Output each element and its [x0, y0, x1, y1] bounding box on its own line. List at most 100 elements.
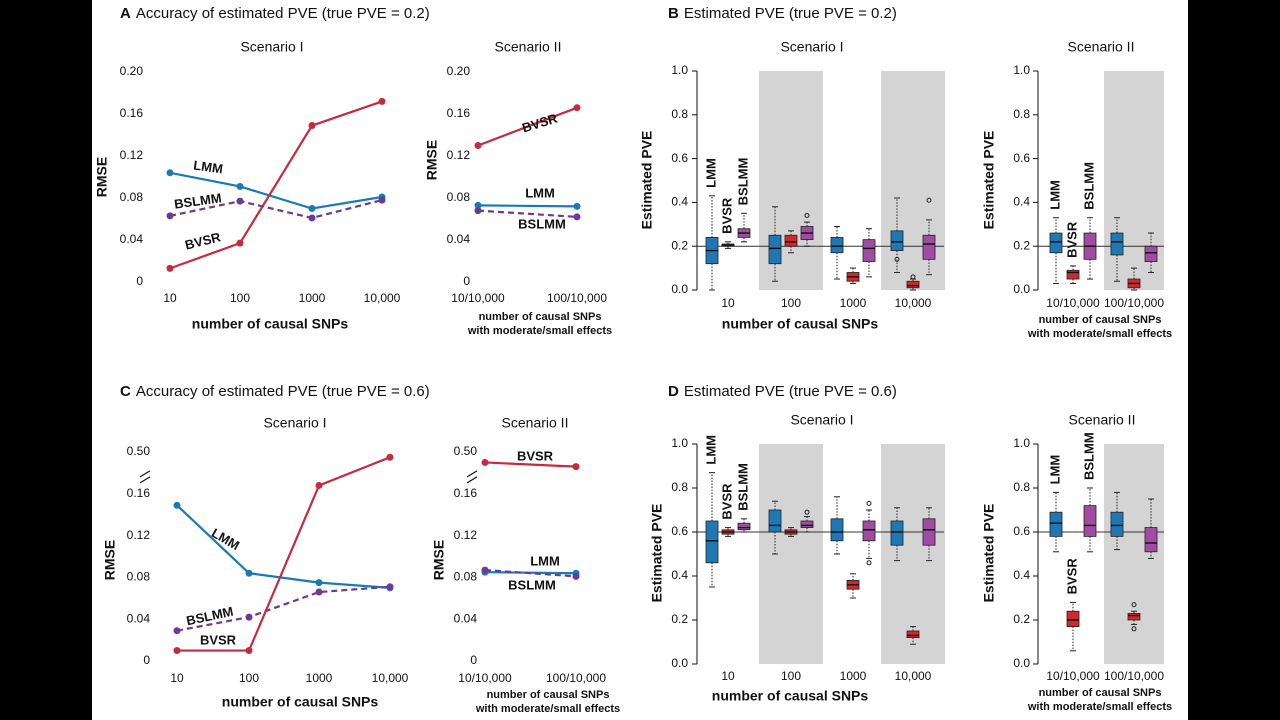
series-label: BSLMM: [173, 190, 222, 211]
series-line: [176, 504, 391, 589]
point: [573, 104, 581, 112]
y-axis-label: RMSE: [102, 540, 118, 580]
flier: [804, 213, 810, 219]
point: [173, 501, 181, 509]
x-axis-label: number of causal SNPs: [712, 688, 869, 704]
point: [173, 627, 181, 635]
x-tick-label: 100: [230, 291, 250, 305]
y-tick-label: 0.2: [671, 612, 688, 626]
box: [1144, 527, 1158, 553]
panel-title-text: Estimated PVE (true PVE = 0.2): [684, 5, 897, 22]
series-label: LMM: [192, 157, 223, 176]
y-axis-label: Estimated PVE: [981, 504, 997, 603]
shaded-band: [759, 71, 823, 290]
y-tick-label: 0: [463, 274, 470, 288]
flier: [894, 256, 900, 262]
y-tick-label: 0.04: [454, 611, 478, 625]
point: [245, 613, 253, 621]
x-tick-label: 10,000: [364, 291, 401, 305]
y-axis-label: Estimated PVE: [649, 504, 665, 603]
y-tick-label: 0.2: [1013, 612, 1030, 626]
series-line: [477, 204, 578, 208]
axis-break: [139, 470, 151, 478]
panel-title-text: Accuracy of estimated PVE (true PVE = 0.…: [136, 5, 430, 22]
x-tick-label: 10,000: [372, 671, 409, 685]
panel-letter: D: [668, 383, 679, 400]
x-tick-label: 10: [721, 296, 735, 310]
box: [1066, 610, 1080, 628]
box: [768, 509, 782, 533]
box: [1066, 269, 1080, 280]
y-tick-label: 0.04: [447, 232, 471, 246]
point: [572, 572, 580, 580]
point: [166, 169, 174, 177]
shaded-band: [881, 71, 945, 290]
panel-title-text: Accuracy of estimated PVE (true PVE = 0.…: [136, 383, 430, 400]
y-tick-label: 0.6: [671, 151, 688, 165]
y-tick-label: 0.16: [120, 106, 144, 120]
box: [890, 230, 904, 251]
subtitle: Scenario II: [1069, 412, 1136, 428]
y-tick-label: 0.50: [127, 444, 151, 458]
y-tick-label: 0.16: [127, 486, 151, 500]
x-tick-label: 1000: [840, 296, 867, 310]
y-tick-label: 0.0: [1013, 656, 1030, 670]
axis-break: [466, 470, 478, 478]
y-tick-label: 0.12: [454, 528, 478, 542]
flier: [1131, 602, 1137, 608]
panel-title: B Estimated PVE (true PVE = 0.2): [668, 5, 897, 22]
point: [308, 122, 316, 130]
box: [890, 520, 904, 546]
series-label: LMM: [1047, 180, 1062, 210]
y-tick-label: 0.08: [447, 190, 471, 204]
x-tick-label: 100: [239, 671, 259, 685]
series-label: LMM: [703, 158, 718, 188]
point: [378, 97, 386, 105]
x-axis-label: number of causal SNPs: [487, 689, 610, 701]
series-label: BVSR: [1064, 221, 1079, 258]
panel-letter: B: [668, 5, 679, 22]
y-tick-label: 0.04: [127, 611, 151, 625]
subtitle: Scenario I: [790, 412, 853, 428]
box: [1110, 232, 1124, 256]
point: [481, 566, 489, 574]
series-line: [484, 461, 577, 468]
x-axis-label: with moderate/small effects: [475, 703, 620, 715]
y-tick-label: 0.0: [671, 282, 688, 296]
x-tick-label: 100: [781, 669, 801, 683]
box: [1049, 511, 1063, 537]
series-label: BSLMM: [735, 463, 750, 511]
y-axis-label: Estimated PVE: [639, 131, 655, 230]
y-tick-label: 0.08: [127, 570, 151, 584]
panel-title: D Estimated PVE (true PVE = 0.6): [668, 383, 897, 400]
flier: [866, 560, 872, 566]
x-tick-label: 100/10,000: [546, 671, 606, 685]
box: [830, 237, 844, 254]
x-tick-label: 100/10,000: [547, 291, 607, 305]
x-axis-label: number of causal SNPs: [1039, 314, 1162, 326]
series-label: BSLMM: [508, 577, 556, 592]
series-label: BVSR: [517, 448, 554, 463]
y-tick-label: 0.4: [1013, 568, 1030, 582]
y-axis-label: Estimated PVE: [981, 131, 997, 230]
series-line: [484, 568, 577, 578]
box: [800, 520, 814, 528]
y-tick-label: 0.04: [120, 232, 144, 246]
point: [474, 207, 482, 215]
x-axis-label: number of causal SNPs: [722, 316, 879, 332]
box: [922, 518, 936, 546]
point: [166, 212, 174, 220]
y-tick-label: 1.0: [671, 63, 688, 77]
y-tick-label: 0: [470, 653, 477, 667]
y-tick-label: 0.12: [447, 148, 471, 162]
x-tick-label: 100/10,000: [1104, 296, 1164, 310]
x-tick-label: 10: [163, 291, 177, 305]
y-axis-label: RMSE: [431, 540, 447, 580]
series-line: [477, 106, 578, 147]
x-axis-label: number of causal SNPs: [192, 316, 349, 332]
point: [315, 588, 323, 596]
x-axis-label: with moderate/small effects: [1027, 328, 1172, 340]
x-tick-label: 10,000: [895, 669, 932, 683]
panel-letter: A: [120, 5, 131, 22]
